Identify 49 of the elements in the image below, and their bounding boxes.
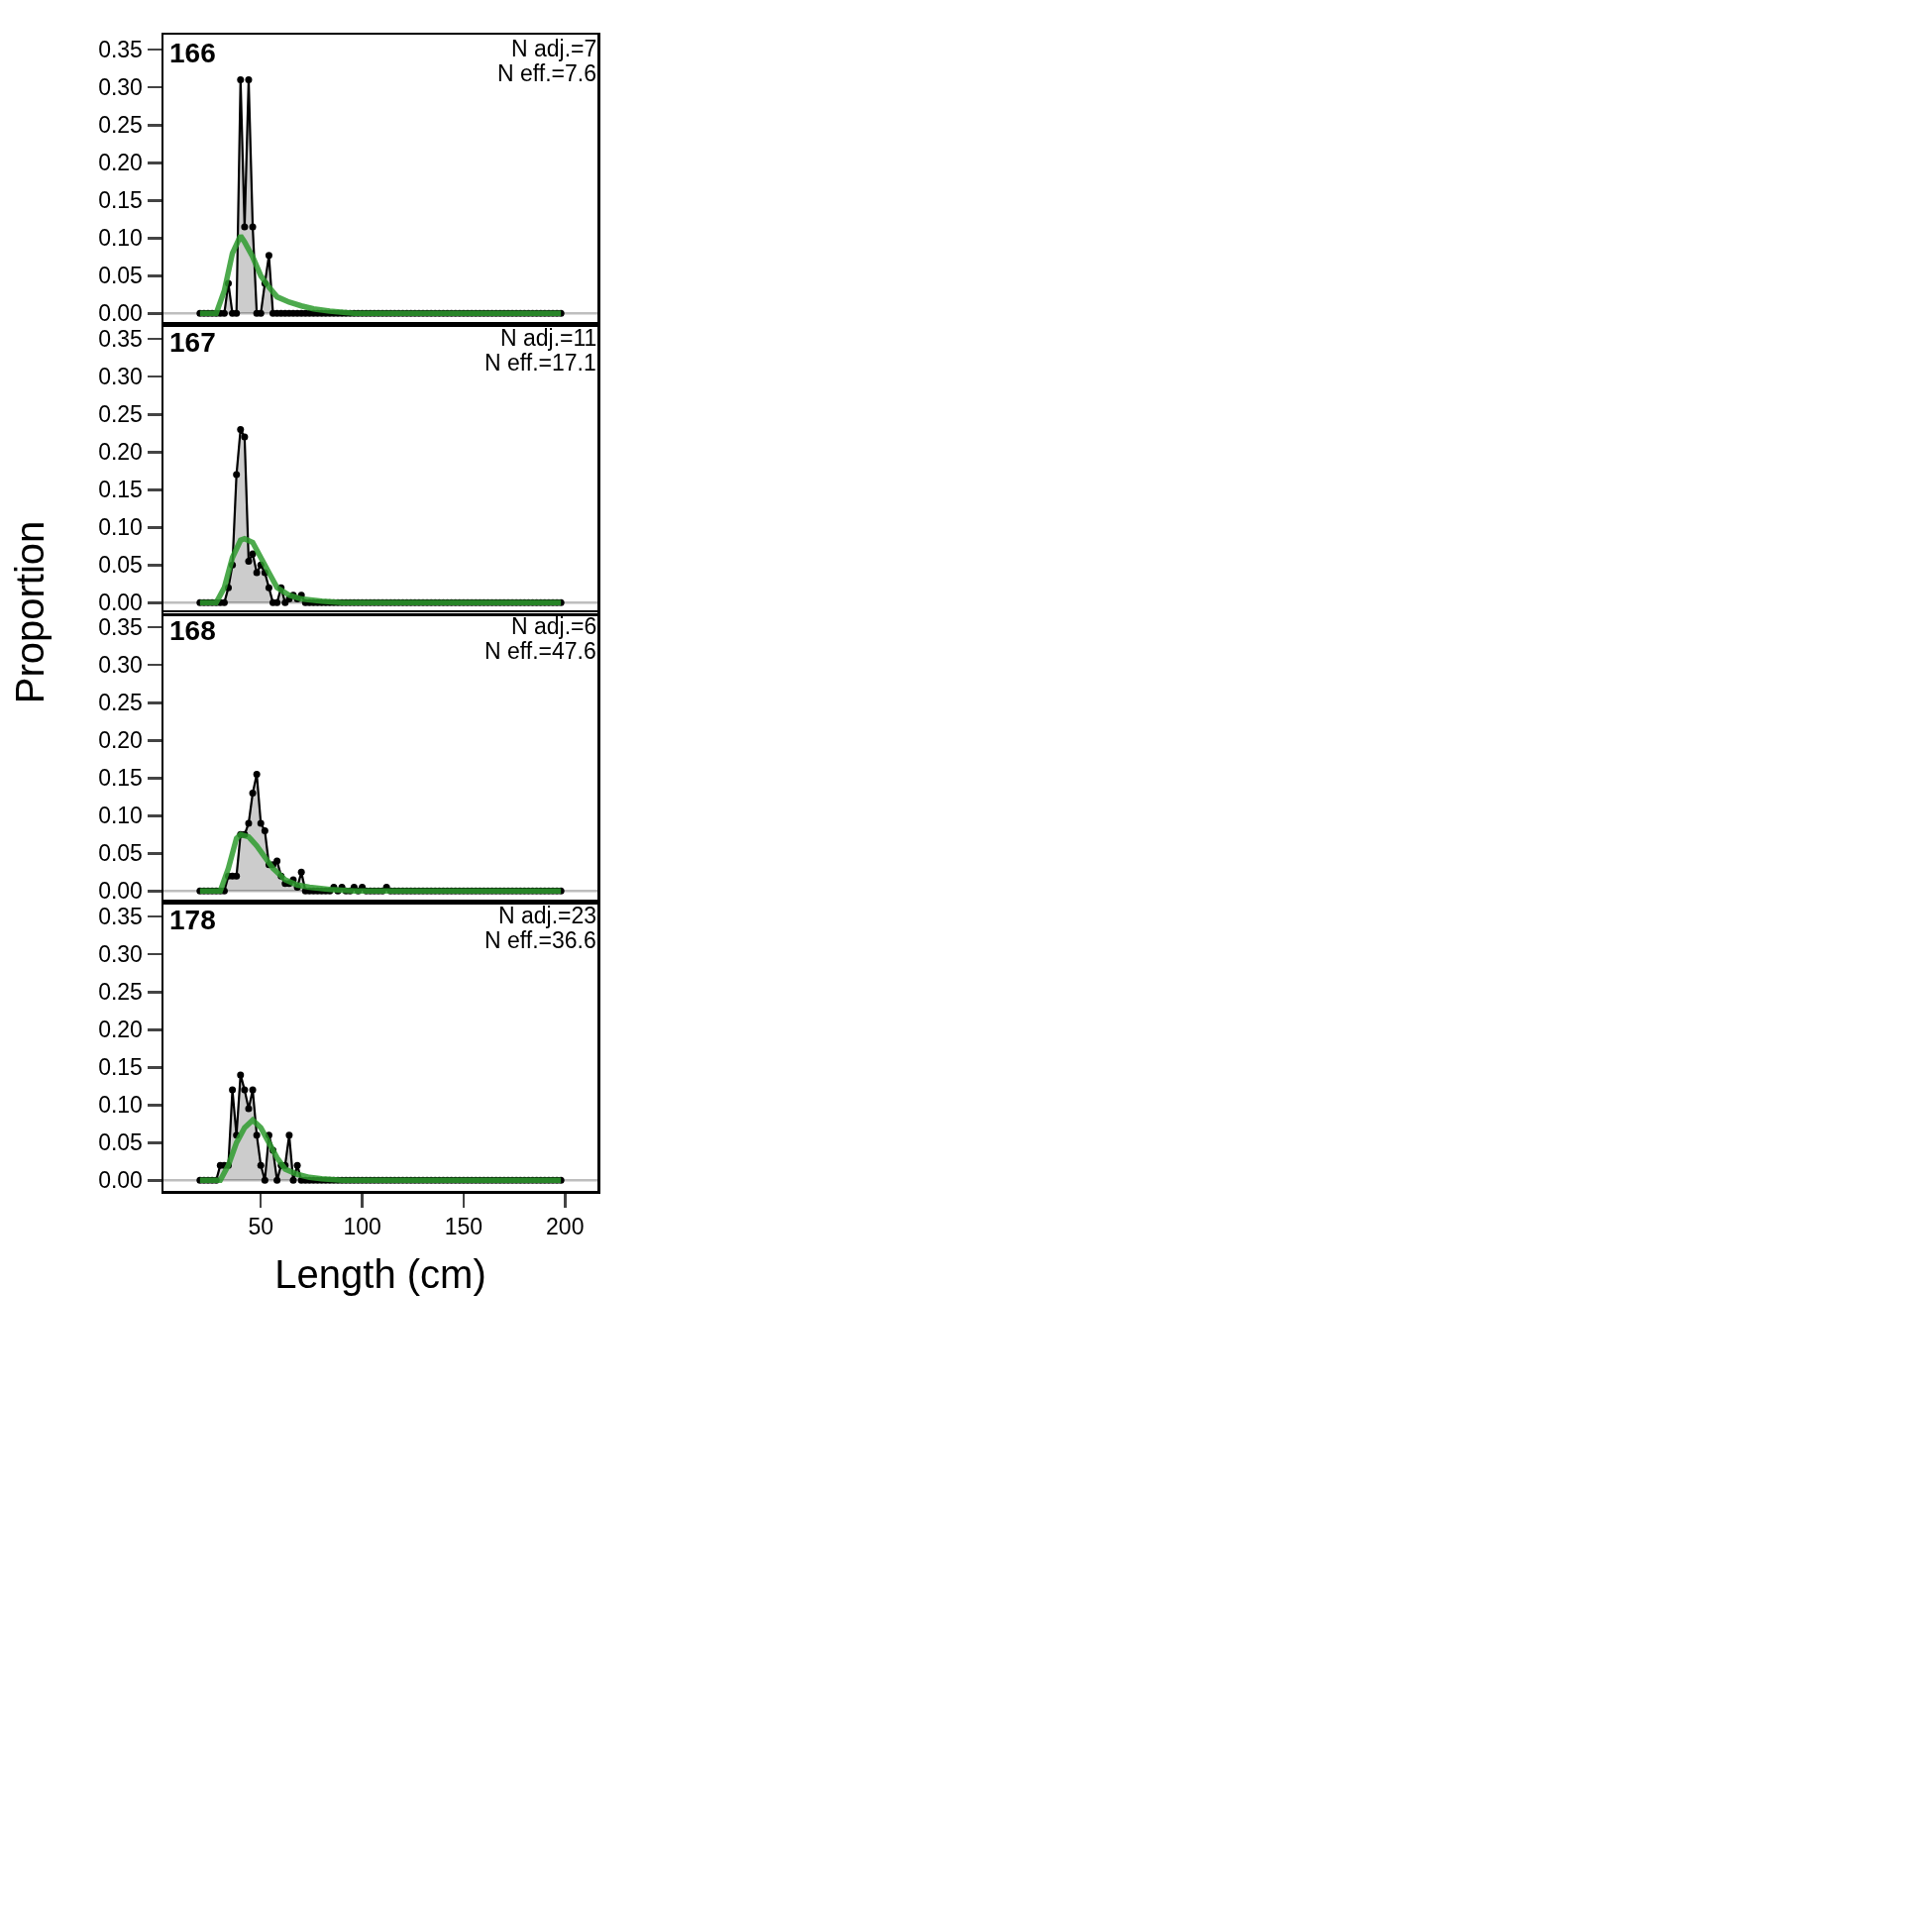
y-tick-label: 0.15 bbox=[98, 187, 143, 214]
y-tick-label: 0.25 bbox=[98, 112, 143, 139]
annotation: N eff.=7.6 bbox=[497, 60, 596, 86]
x-tick-label: 200 bbox=[546, 1214, 585, 1240]
y-tick-label: 0.00 bbox=[98, 300, 143, 327]
chart-title: 168 bbox=[169, 615, 216, 647]
y-tick-label: 0.00 bbox=[98, 1167, 143, 1194]
chart-title: 167 bbox=[169, 326, 216, 358]
x-tick-label: 100 bbox=[343, 1214, 381, 1240]
y-tick-label: 0.25 bbox=[98, 979, 143, 1006]
y-tick-label: 0.10 bbox=[98, 1092, 143, 1119]
y-tick-label: 0.20 bbox=[98, 150, 143, 176]
y-axis-title: Proportion bbox=[7, 521, 53, 704]
y-tick-label: 0.25 bbox=[98, 400, 143, 427]
y-tick-label: 0.20 bbox=[98, 439, 143, 466]
y-tick-label: 0.30 bbox=[98, 74, 143, 101]
y-tick-label: 0.15 bbox=[98, 477, 143, 503]
y-tick-label: 0.05 bbox=[98, 263, 143, 289]
y-tick-label: 0.30 bbox=[98, 652, 143, 679]
chart-title: 178 bbox=[169, 905, 216, 936]
annotation: N adj.=6 bbox=[511, 613, 597, 640]
y-tick-label: 0.05 bbox=[98, 840, 143, 867]
annotation: N adj.=7 bbox=[511, 36, 597, 61]
chart-title: 166 bbox=[169, 38, 216, 68]
y-tick-label: 0.30 bbox=[98, 363, 143, 389]
y-tick-label: 0.35 bbox=[98, 325, 143, 352]
y-tick-label: 0.10 bbox=[98, 514, 143, 541]
x-tick-label: 50 bbox=[248, 1214, 274, 1240]
annotation: N eff.=36.6 bbox=[484, 927, 596, 954]
y-tick-label: 0.00 bbox=[98, 590, 143, 616]
y-tick-label: 0.15 bbox=[98, 765, 143, 792]
y-tick-label: 0.20 bbox=[98, 727, 143, 754]
y-tick-label: 0.15 bbox=[98, 1054, 143, 1081]
y-tick-label: 0.35 bbox=[98, 904, 143, 930]
y-tick-label: 0.30 bbox=[98, 941, 143, 968]
annotation: N adj.=11 bbox=[500, 324, 597, 351]
y-tick-label: 0.35 bbox=[98, 37, 143, 63]
annotation: N adj.=23 bbox=[498, 903, 597, 929]
y-tick-label: 0.05 bbox=[98, 1129, 143, 1156]
y-tick-label: 0.00 bbox=[98, 878, 143, 905]
y-tick-label: 0.10 bbox=[98, 803, 143, 829]
annotation: N eff.=47.6 bbox=[484, 638, 596, 665]
y-tick-label: 0.10 bbox=[98, 225, 143, 252]
y-tick-label: 0.05 bbox=[98, 552, 143, 579]
x-tick-label: 150 bbox=[444, 1214, 483, 1240]
x-axis-title: Length (cm) bbox=[274, 1251, 486, 1297]
y-tick-label: 0.35 bbox=[98, 614, 143, 641]
y-tick-label: 0.25 bbox=[98, 690, 143, 716]
y-tick-label: 0.20 bbox=[98, 1017, 143, 1043]
